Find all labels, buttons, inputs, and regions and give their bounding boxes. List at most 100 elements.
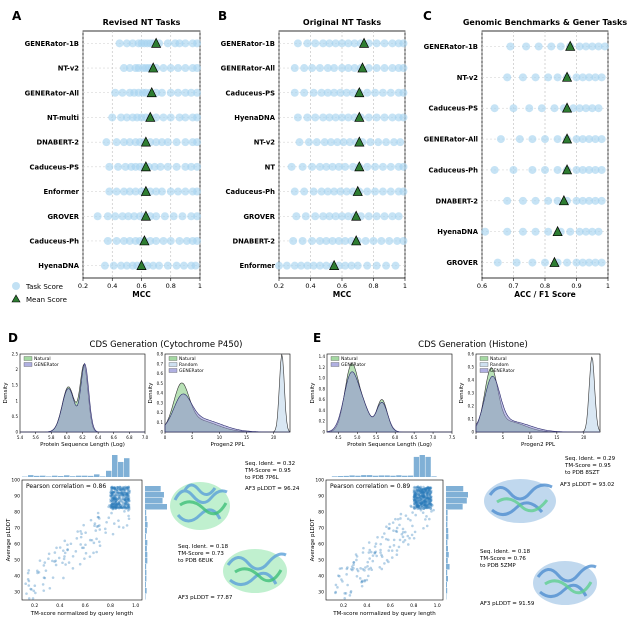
scatter-point: [424, 518, 427, 521]
y-tick-label: 1.5: [12, 383, 19, 388]
mean-score-marker: [145, 111, 156, 122]
y-tick-label: 50: [318, 558, 324, 564]
scatter-point: [126, 491, 129, 495]
task-score-point: [131, 187, 140, 196]
scatter-point: [415, 485, 419, 489]
scatter-point: [354, 553, 358, 556]
scatter-point: [360, 580, 364, 583]
scatter-point: [61, 549, 65, 552]
legend-swatch: [168, 356, 178, 361]
scatter-point: [350, 565, 354, 568]
x-tick-label: 6.5: [411, 435, 418, 440]
scatter-point: [416, 505, 420, 508]
task-score-point: [181, 138, 190, 147]
histogram-bar-y: [446, 492, 468, 498]
task-score-point: [372, 212, 381, 221]
task-score-point: [528, 258, 537, 267]
scatter-point: [420, 502, 424, 505]
legend-swatch: [23, 362, 33, 367]
scatter-point: [376, 535, 379, 539]
mean-score-marker: [357, 62, 368, 73]
scatter-point: [92, 541, 96, 545]
scatter-point: [425, 487, 428, 490]
task-score-point: [378, 88, 387, 97]
task-score-point: [157, 88, 166, 97]
task-score-point: [364, 212, 373, 221]
category-label: HyenaDNA: [38, 262, 79, 270]
task-score-point: [111, 212, 120, 221]
task-score-point: [600, 42, 609, 51]
scatter-point: [127, 503, 130, 506]
scatter-point: [414, 492, 417, 495]
scatter-point: [403, 530, 407, 534]
scatter-point: [121, 495, 125, 499]
density-series-generator: [20, 362, 145, 433]
scatter-point: [428, 506, 431, 509]
scatter-point: [427, 497, 430, 500]
task-score-point: [585, 196, 594, 205]
scatter-point: [383, 532, 386, 535]
scatter-point: [423, 498, 426, 501]
scatter-point: [413, 495, 416, 499]
scatter-point: [115, 506, 119, 509]
scatter-point: [428, 489, 432, 492]
scatter-point: [412, 491, 416, 494]
mean-score-marker: [151, 37, 162, 48]
scatter-point: [420, 497, 423, 501]
task-score-point: [345, 138, 354, 147]
category-label: GENERator-1B: [25, 40, 79, 48]
scatter-point: [369, 550, 373, 554]
mean-score-marker: [352, 185, 363, 196]
x-axis-label: TM-score normalized by query length: [30, 611, 134, 617]
scatter-point: [425, 506, 429, 510]
scatter-point: [414, 496, 418, 499]
legend-label: Random: [179, 362, 198, 368]
histogram-bar-y: [145, 558, 148, 564]
scatter-point: [121, 487, 124, 490]
scatter-point: [427, 493, 430, 497]
scatter-point: [126, 486, 129, 489]
scatter-point: [415, 505, 418, 508]
scatter-point: [420, 501, 424, 504]
scatter-point: [426, 491, 430, 495]
task-score-point: [544, 73, 553, 82]
scatter-point: [427, 487, 430, 490]
histogram-bar-x: [76, 475, 82, 477]
scatter-point: [418, 496, 421, 500]
task-score-point: [380, 113, 389, 122]
category-label: Caduceus-PS: [30, 163, 80, 171]
task-score-point: [193, 236, 202, 245]
x-tick-label: 0.2: [340, 603, 347, 609]
task-score-point: [297, 261, 306, 270]
task-score-point: [496, 135, 505, 144]
task-score-point: [181, 39, 190, 48]
scatter-point: [415, 504, 419, 508]
scatter-point: [426, 500, 429, 503]
scatter-point: [122, 493, 126, 497]
scatter-point: [423, 507, 426, 510]
task-score-point: [591, 135, 600, 144]
scatter-point: [113, 495, 117, 499]
legend-swatch: [330, 356, 340, 361]
scatter-point: [412, 502, 416, 506]
scatter-point: [415, 488, 419, 492]
task-score-point: [585, 73, 594, 82]
task-score-point: [388, 212, 397, 221]
scatter-point: [418, 501, 421, 504]
task-score-point: [334, 236, 343, 245]
scatter-point: [421, 494, 425, 498]
scatter-point: [428, 497, 432, 500]
task-score-point: [315, 64, 324, 73]
scatter-point: [387, 549, 391, 552]
scatter-point: [429, 501, 432, 504]
task-score-point: [122, 261, 131, 270]
scatter-point: [111, 507, 115, 511]
scatter-point: [74, 550, 78, 553]
y-axis-label: Density: [459, 382, 465, 404]
scatter-point: [387, 560, 390, 564]
scatter-point: [414, 499, 418, 502]
scatter-point: [418, 488, 421, 492]
x-tick-label: 1: [403, 282, 407, 290]
scatter-point: [117, 506, 120, 510]
scatter-point: [125, 499, 128, 502]
